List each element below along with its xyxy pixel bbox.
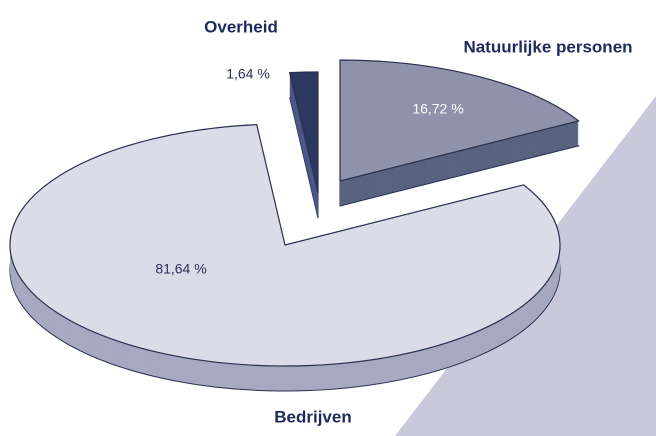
- pie: [9, 59, 580, 392]
- labels: Natuurlijke personen 16,72 % Bedrijven 81,6…: [155, 17, 632, 426]
- value-label: 81,64 %: [155, 261, 206, 277]
- value-label: 1,64 %: [226, 66, 270, 82]
- category-label: Overheid: [204, 17, 278, 36]
- value-label: 16,72 %: [412, 101, 463, 117]
- category-label: Bedrijven: [274, 407, 351, 426]
- slice: [288, 71, 319, 194]
- slice: [9, 124, 561, 367]
- slice: [339, 59, 580, 182]
- category-label: Natuurlijke personen: [463, 37, 632, 56]
